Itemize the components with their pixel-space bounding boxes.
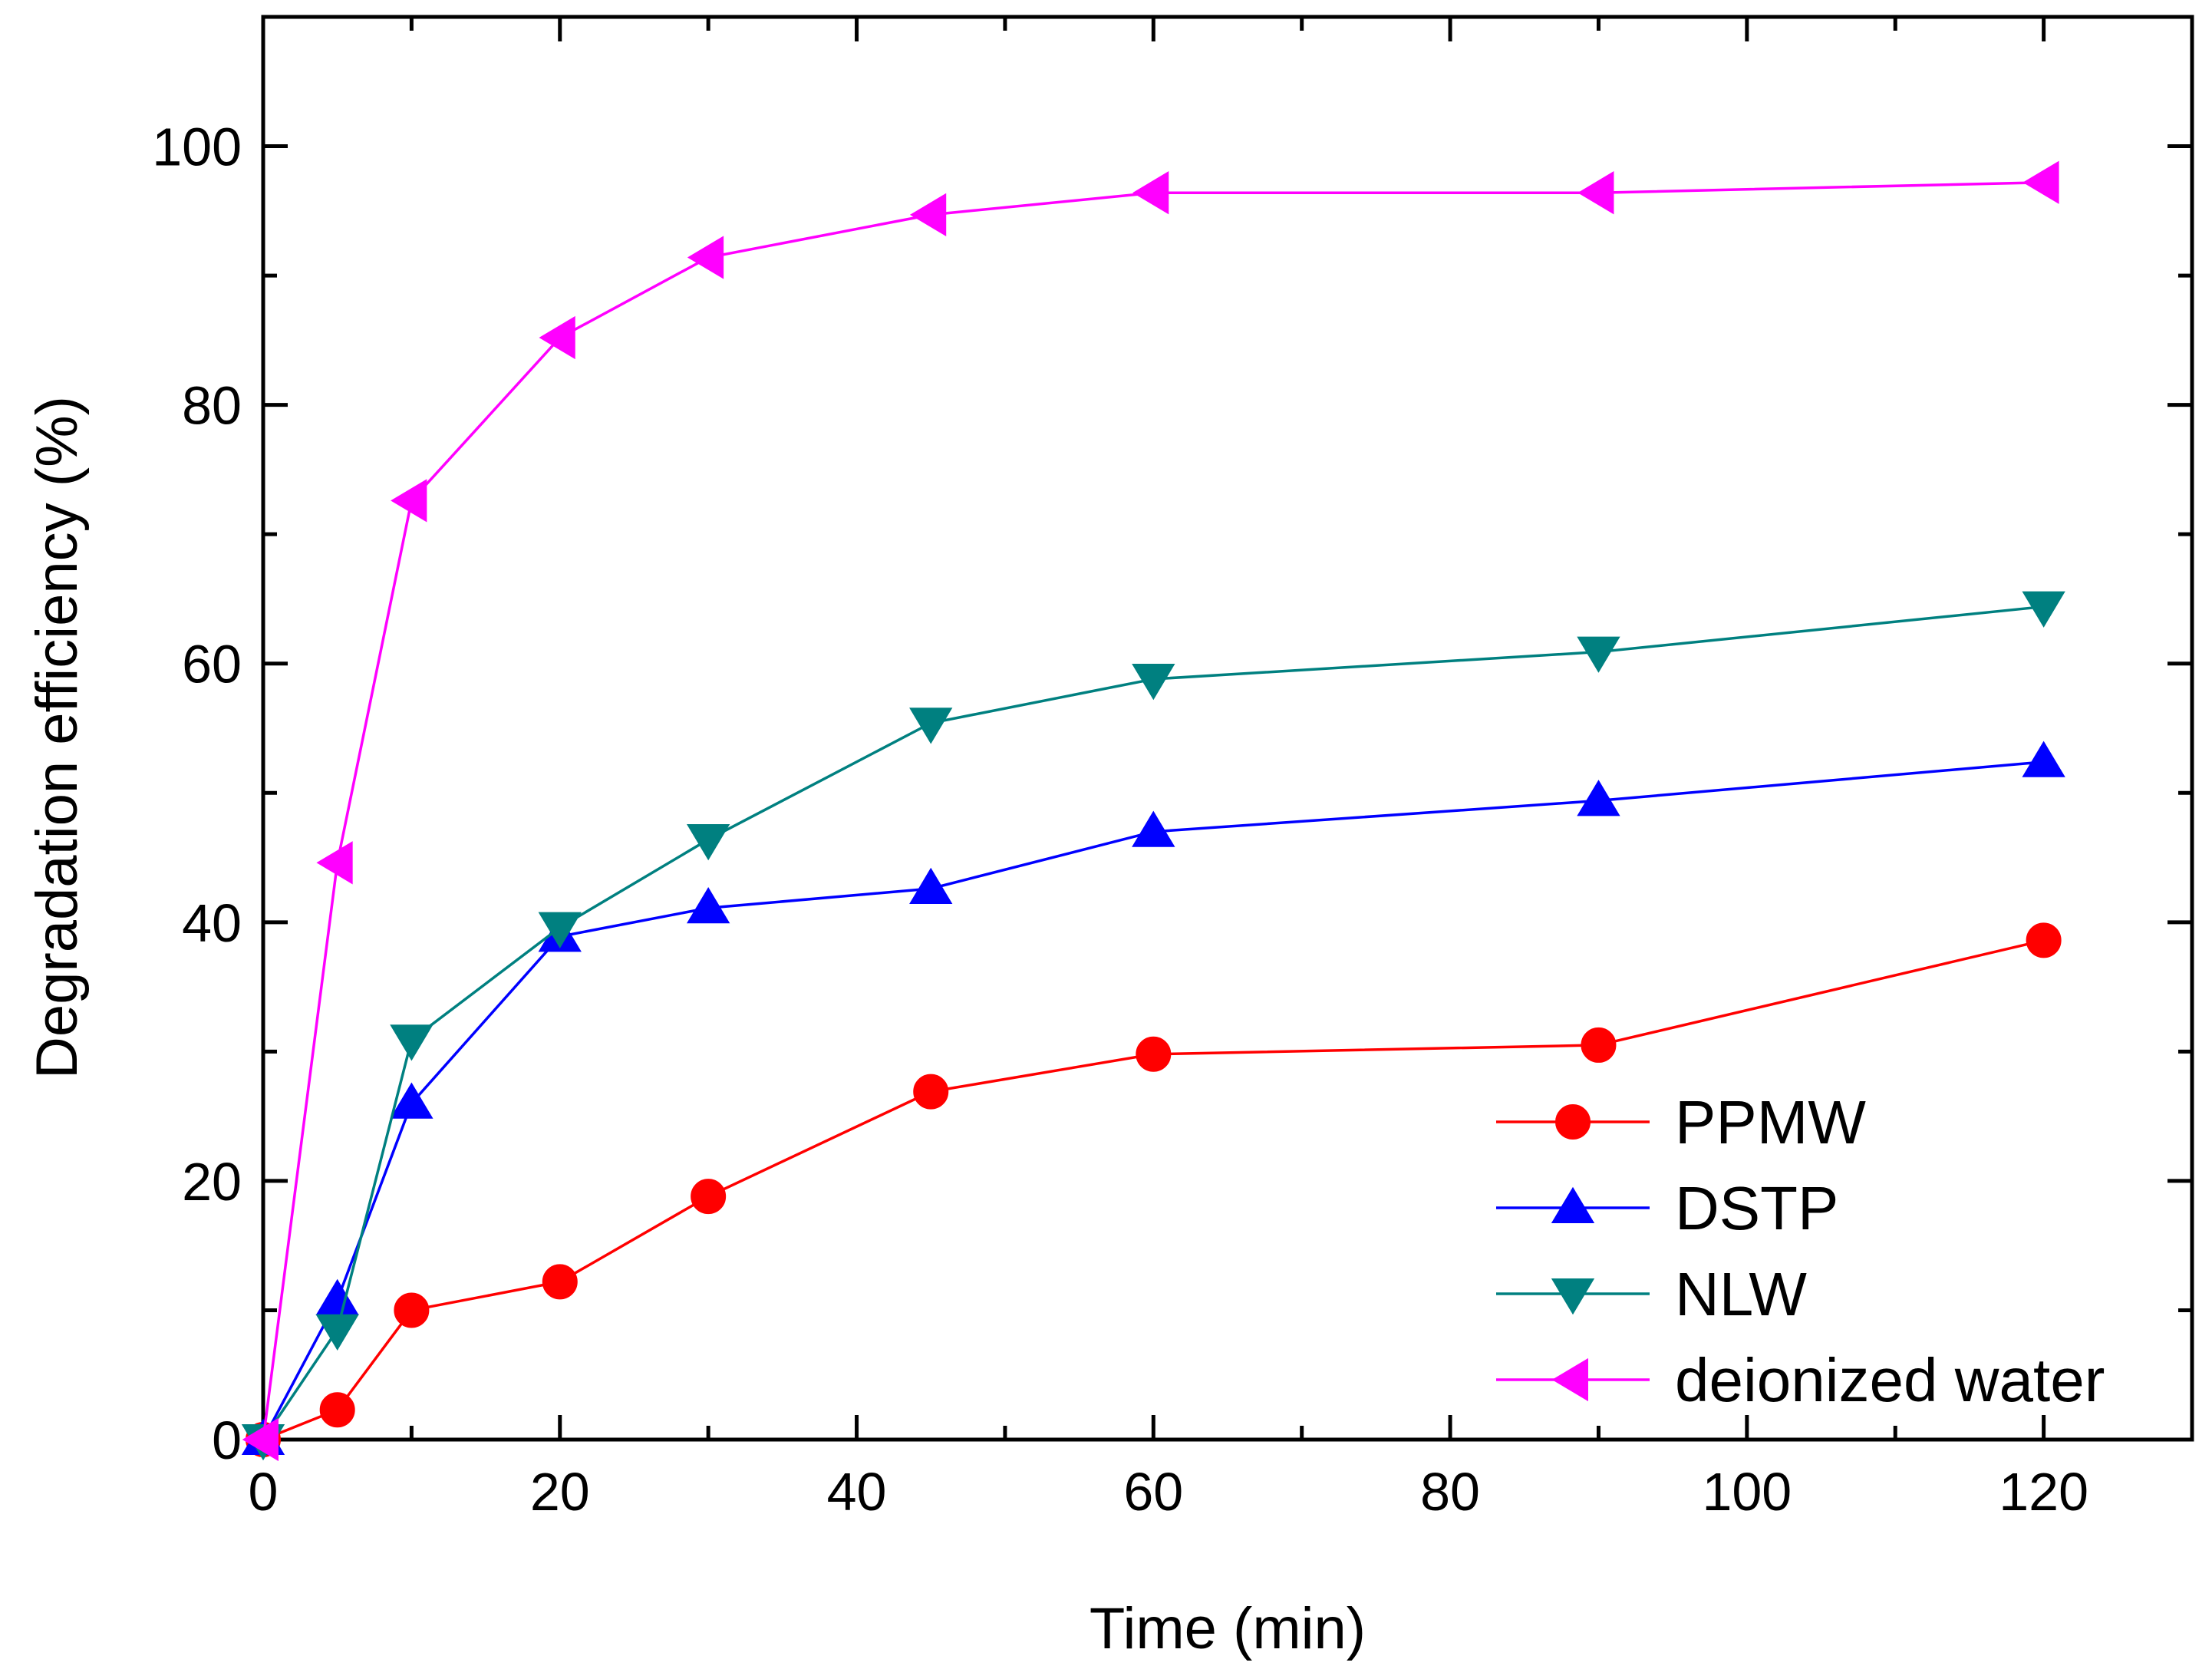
data-point	[1132, 171, 1169, 215]
data-point	[391, 479, 427, 523]
x-axis-title: Time (min)	[1090, 1596, 1366, 1661]
legend-marker	[1555, 1104, 1591, 1140]
x-tick-label: 20	[530, 1462, 590, 1522]
data-point	[686, 823, 730, 861]
data-point	[909, 708, 953, 744]
data-point	[315, 1314, 359, 1351]
series-layer	[241, 160, 2065, 1462]
y-tick-label: 80	[182, 376, 242, 436]
legend-label: deionized water	[1675, 1346, 2105, 1414]
data-point	[909, 193, 947, 237]
legend-item: NLW	[1496, 1260, 1807, 1328]
data-point	[691, 1179, 727, 1215]
x-tick-label: 120	[1999, 1462, 2088, 1522]
data-point	[1577, 171, 1614, 215]
legend-label: NLW	[1675, 1260, 1807, 1328]
x-tick-label: 80	[1420, 1462, 1480, 1522]
data-point	[913, 1074, 949, 1110]
data-point	[390, 1024, 433, 1061]
series-deionized-water	[242, 160, 2059, 1462]
y-tick-label: 100	[152, 117, 242, 177]
data-point	[687, 236, 724, 279]
legend-item: PPMW	[1496, 1088, 1866, 1156]
data-point	[1132, 663, 1175, 701]
data-point	[542, 1264, 578, 1300]
legend-label: DSTP	[1675, 1174, 1838, 1242]
legend-item: DSTP	[1496, 1174, 1838, 1242]
x-tick-label: 100	[1702, 1462, 1792, 1522]
x-tick-label: 60	[1123, 1462, 1183, 1522]
x-tick-label: 0	[249, 1462, 279, 1522]
data-point	[909, 867, 953, 904]
legend-marker	[1551, 1357, 1588, 1402]
data-point	[2022, 160, 2059, 204]
y-tick-label: 20	[182, 1152, 242, 1212]
data-point	[2022, 591, 2065, 628]
data-point	[686, 887, 730, 924]
data-point	[2026, 922, 2062, 958]
data-point	[538, 912, 582, 948]
legend-marker	[1551, 1186, 1595, 1223]
y-tick-label: 0	[212, 1410, 242, 1470]
y-tick-label: 40	[182, 893, 242, 953]
data-point	[1132, 810, 1175, 847]
data-point	[1136, 1036, 1172, 1072]
data-point	[316, 841, 353, 885]
data-point	[319, 1392, 355, 1428]
legend-item: deionized water	[1496, 1346, 2105, 1414]
data-point	[390, 1082, 433, 1119]
data-point	[1581, 1027, 1617, 1063]
y-axis-title: Degradation efficiency (%)	[25, 396, 90, 1079]
axes: 0 20 40 60 80 100 120 0 20 40 60 80 100	[152, 15, 2194, 1522]
y-tick-label: 60	[182, 635, 242, 694]
data-point	[2022, 741, 2065, 777]
x-tick-label: 40	[827, 1462, 887, 1522]
data-point	[242, 1417, 279, 1462]
legend-marker	[1551, 1278, 1595, 1315]
data-point	[1577, 636, 1620, 673]
legend-label: PPMW	[1675, 1088, 1866, 1156]
data-point	[539, 315, 575, 360]
data-point	[1577, 780, 1620, 816]
data-point	[394, 1292, 430, 1328]
legend: PPMW DSTP NLW deionized water	[1496, 1088, 2105, 1414]
plot-frame	[261, 15, 2194, 1442]
